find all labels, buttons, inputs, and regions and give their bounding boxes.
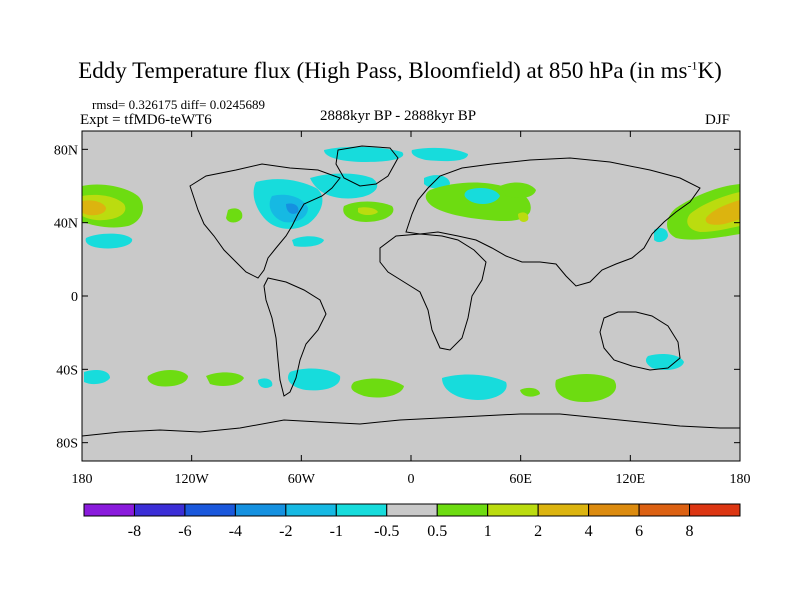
colorbar-swatch — [83, 503, 135, 517]
lon-label: 120W — [175, 472, 210, 487]
field-npac-cyan — [85, 233, 133, 249]
field-arctic-cyan-1 — [324, 146, 404, 162]
field-spac-green-2 — [206, 372, 244, 386]
coast-australia — [599, 311, 681, 371]
field-eurasia-cyan — [464, 188, 500, 204]
field-spac-green-1 — [147, 370, 188, 387]
field-natl-yellow — [358, 207, 378, 215]
colorbar-swatch — [335, 503, 388, 517]
lon-label: 180 — [730, 472, 751, 487]
colorbar-swatch — [436, 503, 489, 517]
lat-label: 80N — [54, 143, 78, 158]
lon-label: 60W — [288, 472, 316, 487]
colorbar-swatch — [386, 503, 438, 517]
field-australia-cyan — [645, 354, 684, 370]
field-eurasia-yellow — [518, 212, 529, 222]
field-npac-west-orange — [82, 200, 106, 216]
colorbar-swatch — [537, 503, 590, 517]
colorbar-swatch — [689, 503, 741, 517]
field-arctic-cyan-2 — [411, 147, 468, 162]
colorbar-labels: -8 -6 -4 -2 -1 -0.5 0.5 1 2 4 6 8 — [128, 523, 694, 540]
field-npac-east-orange — [705, 200, 740, 225]
colorbar-label: 8 — [686, 523, 694, 540]
field-natl-south-cyan — [292, 236, 324, 247]
field-satl-cyan — [287, 368, 341, 391]
field-japan-cyan — [654, 228, 668, 243]
latitude-axis: 80N 40N 0 40S 80S — [54, 143, 740, 452]
coast-africa — [379, 233, 487, 351]
lon-label: 180 — [72, 472, 93, 487]
lon-label: 60E — [509, 472, 532, 487]
coast-eurasia — [405, 157, 701, 287]
lat-label: 40N — [54, 217, 78, 232]
colorbar-label: 6 — [635, 523, 643, 540]
colorbar-label: -8 — [128, 523, 141, 540]
colorbar-swatch — [487, 503, 539, 517]
field-natl-west-blue — [286, 203, 299, 214]
colorbar-label: -4 — [229, 523, 242, 540]
colorbar-label: -1 — [330, 523, 343, 540]
longitude-axis: 180 120W 60W 0 60E 120E 180 — [72, 131, 751, 487]
coast-greenland — [335, 145, 399, 187]
colorbar-label: -6 — [178, 523, 191, 540]
colorbar-label: -0.5 — [374, 523, 399, 540]
coastlines — [82, 145, 740, 437]
colorbar-label: 0.5 — [427, 523, 447, 540]
colorbar-swatch — [234, 503, 287, 517]
experiment-label: Expt = tfMD6-teWT6 — [80, 112, 212, 128]
colorbar-label: 4 — [585, 523, 593, 540]
lat-label: 0 — [71, 290, 78, 305]
field-spac-cyan-west — [84, 370, 110, 385]
colorbar — [83, 503, 741, 517]
anomaly-fields — [82, 146, 740, 402]
colorbar-swatch — [133, 503, 186, 517]
colorbar-label: -2 — [279, 523, 292, 540]
map-background — [82, 131, 740, 461]
season-label: DJF — [705, 112, 731, 128]
lat-label: 40S — [56, 363, 78, 378]
field-satl-green — [351, 378, 404, 398]
colorbar-label: 2 — [534, 523, 542, 540]
plot-title: Eddy Temperature flux (High Pass, Bloomf… — [78, 58, 722, 83]
coast-antarctica — [82, 413, 740, 437]
field-sind-green-1 — [520, 387, 540, 397]
colorbar-swatch — [184, 503, 236, 517]
colorbar-swatch — [285, 503, 337, 517]
field-namerica-green — [226, 208, 243, 223]
lon-label: 120E — [616, 472, 646, 487]
period-label: 2888kyr BP - 2888kyr BP — [320, 108, 477, 124]
field-sind-green-2 — [555, 374, 617, 402]
colorbar-label: 1 — [484, 523, 492, 540]
field-spac-cyan-east — [258, 378, 273, 388]
coast-south-america — [263, 277, 327, 397]
colorbar-swatch — [638, 503, 691, 517]
colorbar-swatch — [588, 503, 640, 517]
lon-label: 0 — [408, 472, 415, 487]
field-siberia-green — [500, 182, 536, 198]
lat-label: 80S — [56, 437, 78, 452]
rmsd-diff-stats: rmsd= 0.326175 diff= 0.0245689 — [92, 97, 265, 112]
field-sind-cyan — [442, 374, 507, 400]
coast-north-america — [189, 163, 341, 279]
